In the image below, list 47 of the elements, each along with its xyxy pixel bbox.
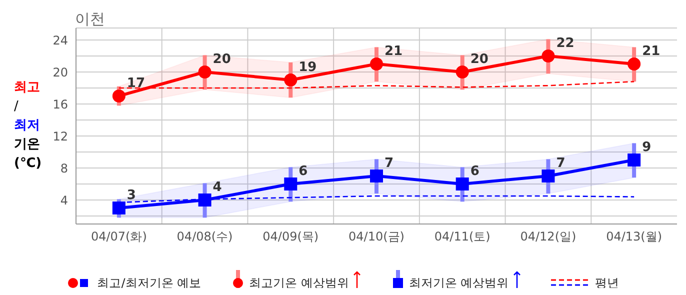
point bbox=[542, 170, 555, 182]
data-label: 21 bbox=[642, 44, 660, 59]
text: 최고/최저기온 예보 bbox=[97, 274, 202, 290]
legend-label: 평년 bbox=[594, 274, 619, 290]
x-tick-label: 04/07(화) bbox=[90, 230, 147, 244]
data-label: 6 bbox=[298, 164, 308, 179]
data-label: 9 bbox=[642, 140, 652, 155]
data-label: 22 bbox=[556, 36, 574, 51]
x-tick-label: 04/08(수) bbox=[176, 230, 233, 244]
point bbox=[456, 178, 469, 190]
y-tick-label: 24 bbox=[52, 33, 68, 48]
data-label: 17 bbox=[126, 76, 146, 91]
data-label: 3 bbox=[126, 188, 136, 203]
y-tick-label: 20 bbox=[52, 65, 68, 80]
x-tick-label: 04/10(금) bbox=[348, 230, 404, 244]
point bbox=[198, 66, 212, 78]
point bbox=[628, 58, 641, 70]
data-label: 6 bbox=[470, 164, 480, 179]
data-label: 7 bbox=[384, 156, 394, 171]
data-label: 19 bbox=[298, 60, 317, 75]
point bbox=[456, 66, 469, 78]
data-label: 21 bbox=[384, 44, 403, 59]
x-tick-label: 04/11(토) bbox=[434, 230, 490, 244]
y-tick-label: 16 bbox=[52, 97, 68, 112]
point bbox=[542, 50, 555, 62]
data-label: 20 bbox=[470, 52, 488, 67]
point bbox=[112, 202, 126, 214]
point bbox=[284, 178, 298, 190]
point bbox=[198, 194, 212, 206]
data-label: 7 bbox=[556, 156, 566, 171]
point bbox=[370, 58, 383, 70]
point bbox=[284, 74, 298, 86]
legend-label: 최고기온 예상범위 bbox=[249, 274, 349, 290]
point bbox=[370, 170, 383, 182]
chart-title: 이천 bbox=[75, 10, 105, 29]
legend-label: 최저기온 예상범위 bbox=[408, 274, 509, 290]
point bbox=[628, 154, 641, 166]
data-label: 4 bbox=[212, 180, 222, 195]
y-tick-label: 8 bbox=[60, 161, 68, 176]
y-tick-label: 4 bbox=[60, 193, 68, 208]
y-tick-label: 12 bbox=[52, 129, 68, 144]
x-tick-label: 04/13(월) bbox=[606, 230, 662, 244]
y-axis-title: 최고/최저 기온 (℃) bbox=[14, 79, 43, 173]
point bbox=[112, 90, 126, 102]
x-tick-label: 04/12(일) bbox=[520, 230, 576, 244]
data-label: 20 bbox=[212, 52, 231, 67]
x-tick-label: 04/09(목) bbox=[262, 230, 319, 244]
